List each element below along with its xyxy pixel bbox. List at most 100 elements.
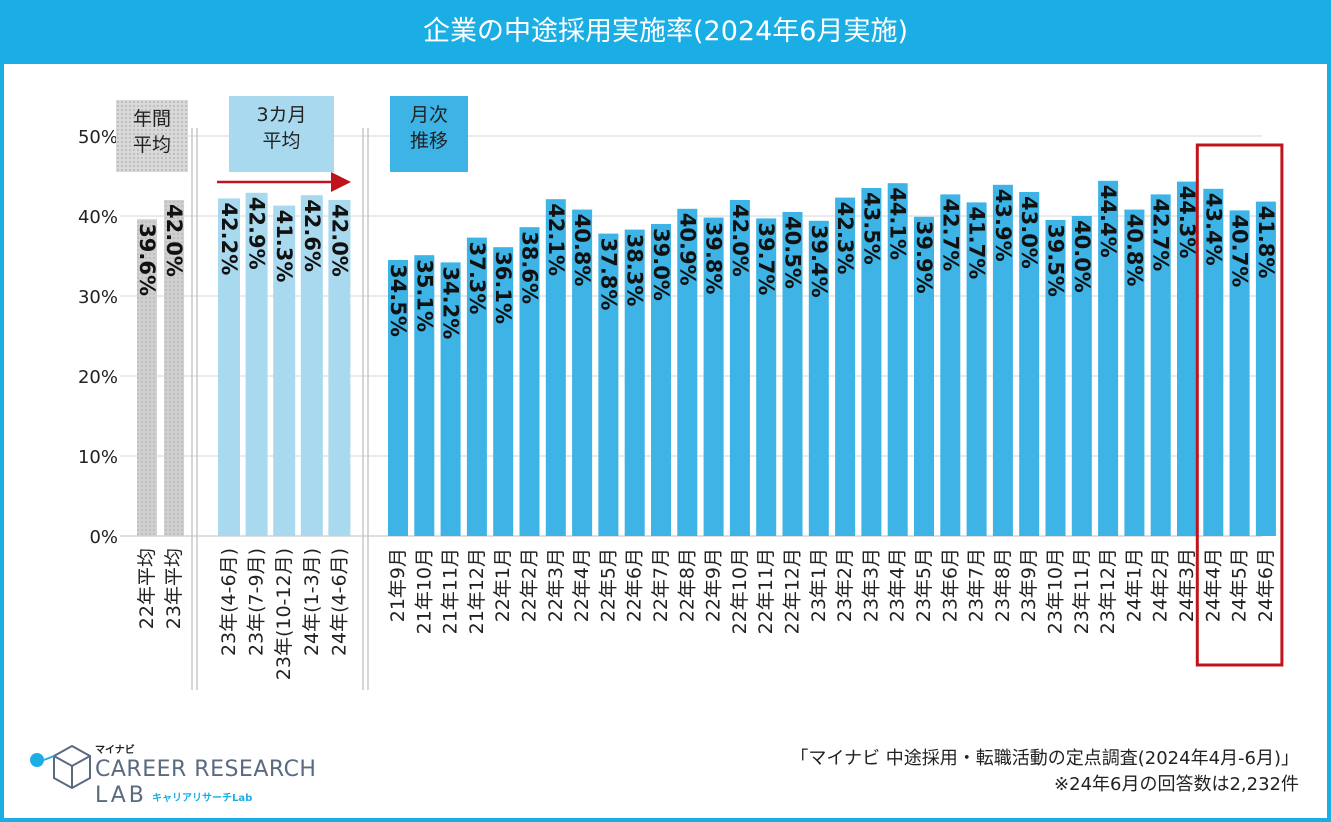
monthly-category-label: 22年1月 [492, 548, 514, 622]
annual-average-label: 年間 平均 [116, 100, 188, 172]
monthly-bar [677, 208, 698, 537]
monthly-value-label: 44.1% [886, 187, 910, 260]
monthly-category-label: 23年10月 [1045, 548, 1067, 634]
monthly-category-label: 24年6月 [1255, 548, 1277, 622]
monthly-bar [887, 183, 908, 536]
monthly-category-label: 23年1月 [808, 548, 830, 622]
monthly-value-label: 40.9% [675, 213, 699, 286]
monthly-value-label: 38.6% [518, 231, 542, 304]
annual-label-line1: 年間 [132, 108, 171, 130]
monthly-bar [703, 217, 724, 536]
three-month-category-label: 23年(7-9月) [246, 548, 268, 656]
monthly-bar [992, 184, 1013, 537]
three-month-value-label: 41.3% [272, 210, 296, 283]
monthly-label-line1: 月次 [409, 104, 448, 126]
monthly-category-label: 22年4月 [571, 548, 593, 622]
monthly-bar [440, 262, 461, 536]
annual-label-line2: 平均 [132, 134, 171, 156]
highlight-box [1195, 143, 1284, 667]
monthly-bar [651, 224, 671, 536]
monthly-value-label: 39.4% [807, 225, 831, 298]
monthly-value-label: 44.4% [1096, 185, 1120, 258]
monthly-category-label: 23年11月 [1071, 548, 1093, 634]
monthly-bar [624, 229, 645, 536]
three-month-value-label: 42.6% [300, 199, 324, 272]
monthly-category-label: 23年3月 [860, 548, 882, 622]
monthly-label-line2: 推移 [409, 130, 448, 152]
monthly-bar [1098, 180, 1119, 537]
monthly-value-label: 38.3% [623, 234, 647, 307]
monthly-bar [414, 255, 435, 536]
monthly-bar [940, 194, 961, 536]
monthly-category-label: 22年12月 [782, 548, 804, 634]
monthly-value-label: 36.1% [491, 251, 515, 324]
monthly-bar [1255, 201, 1276, 536]
monthly-bar [1229, 210, 1250, 536]
monthly-bar [1150, 194, 1171, 536]
career-research-logo-icon [30, 744, 91, 790]
monthly-value-label: 42.0% [728, 204, 752, 277]
monthly-bar [966, 202, 987, 536]
monthly-value-label: 40.0% [1070, 220, 1094, 293]
monthly-value-label: 35.1% [412, 259, 436, 332]
monthly-bar [1071, 216, 1092, 536]
monthly-category-label: 24年2月 [1150, 548, 1172, 622]
monthly-value-label: 39.0% [649, 228, 673, 301]
y-tick-label: 40% [78, 207, 118, 228]
monthly-bar [1203, 188, 1224, 537]
monthly-category-label: 24年1月 [1123, 548, 1145, 622]
three-month-bar [273, 205, 296, 536]
monthly-bar [808, 220, 829, 537]
monthly-category-label: 22年11月 [755, 548, 777, 634]
three-month-label-line1: 3カ月 [256, 104, 307, 126]
monthly-bar [1124, 209, 1145, 536]
monthly-category-label: 24年3月 [1176, 548, 1198, 622]
monthly-category-label: 22年5月 [597, 548, 619, 622]
y-tick-label: 10% [78, 447, 118, 468]
three-month-category-label: 23年(4-6月) [218, 548, 240, 656]
monthly-value-label: 37.8% [596, 238, 620, 311]
three-month-value-label: 42.9% [245, 197, 269, 270]
monthly-bar [1045, 220, 1066, 536]
monthly-category-label: 23年12月 [1097, 548, 1119, 634]
monthly-category-label: 21年10月 [413, 548, 435, 634]
monthly-value-label: 39.8% [702, 222, 726, 295]
monthly-bar [835, 197, 856, 536]
monthly-value-label: 41.8% [1254, 206, 1278, 279]
monthly-value-label: 37.3% [465, 242, 489, 315]
logo-career-research-text: CAREER RESEARCH [95, 757, 317, 782]
annual-value-label: 42.0% [162, 204, 186, 277]
monthly-value-label: 39.9% [912, 221, 936, 294]
monthly-bar [729, 200, 750, 536]
monthly-bar [545, 199, 566, 536]
three-month-value-label: 42.2% [217, 202, 241, 275]
monthly-category-label: 23年4月 [887, 548, 909, 622]
three-month-category-label: 23年(10-12月) [273, 548, 295, 680]
monthly-category-label: 23年6月 [939, 548, 961, 622]
monthly-bar [1177, 181, 1197, 536]
monthly-value-label: 41.7% [965, 206, 989, 279]
y-tick-label: 30% [78, 287, 118, 308]
monthly-value-label: 39.7% [754, 222, 778, 295]
monthly-category-label: 21年9月 [387, 548, 409, 622]
monthly-bar [519, 227, 540, 536]
monthly-value-label: 44.3% [1175, 186, 1199, 259]
monthly-category-label: 22年6月 [624, 548, 646, 622]
logo-lab-text: LAB [95, 783, 147, 808]
monthly-category-label: 24年5月 [1229, 548, 1251, 622]
annual-bar [137, 219, 157, 536]
three-month-bar [300, 195, 323, 536]
three-month-bar [218, 198, 240, 536]
source-note: 「マイナビ 中途採用・転職活動の定点調査(2024年4月-6月)」 ※24年6月… [790, 746, 1299, 798]
three-month-average-label: 3カ月 平均 [229, 96, 334, 172]
monthly-bar [782, 212, 803, 536]
monthly-bar [1019, 192, 1040, 536]
monthly-value-label: 40.7% [1228, 214, 1252, 287]
monthly-bar [756, 218, 777, 536]
y-tick-label: 20% [78, 367, 118, 388]
monthly-value-label: 43.5% [859, 192, 883, 265]
monthly-bar [493, 247, 514, 536]
annual-bar [164, 200, 184, 536]
monthly-bar [861, 188, 882, 536]
annual-category-label: 23年平均 [163, 548, 185, 629]
